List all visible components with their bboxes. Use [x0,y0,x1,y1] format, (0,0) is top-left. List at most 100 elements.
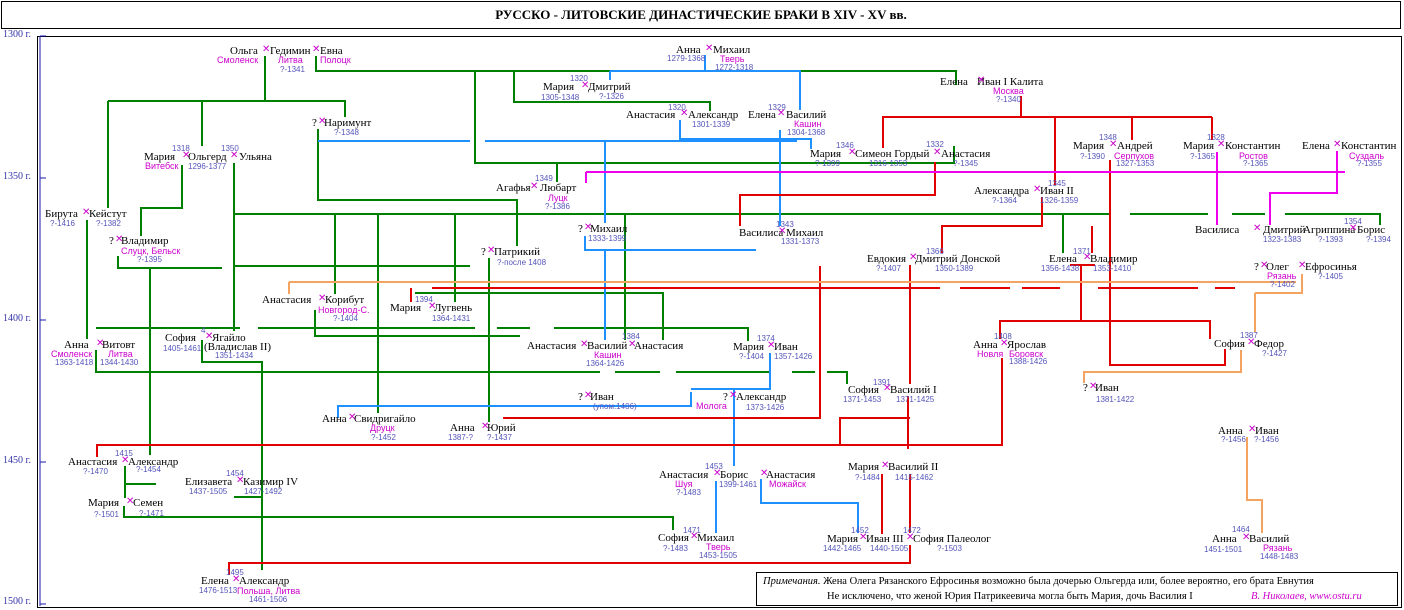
dates-label: ?-1404 [739,352,764,361]
marriage-mark-icon: ✕ [584,222,593,233]
person-name: Анна [973,339,998,351]
dates-label: 1327-1353 [1116,159,1155,168]
place-label: Кашин [794,119,822,129]
person-name: Дмитрий [1263,224,1306,236]
dates-label: 1331-1373 [781,237,820,246]
dates-label: 1304-1368 [787,128,826,137]
dates-label: 1356-1438 [1041,264,1080,273]
person-name: Агафья [496,182,531,194]
dates-label: ?-1390 [1080,152,1105,161]
dates-label: 1437-1505 [189,487,228,496]
person-name: Гедимин [270,45,311,57]
place-label: Тверь [706,542,731,552]
dates-label: 1442-1465 [823,544,862,553]
person-name: ? [109,235,114,247]
person-name: Анна [450,422,475,434]
dates-label: ?-1484 [855,473,880,482]
dates-label: ?-1437 [487,433,512,442]
dates-label: 1495 [226,568,244,577]
dates-label: 1453 [705,462,723,471]
marriage-mark-icon: ✕ [1242,532,1251,543]
person-name: Казимир IV [243,476,299,488]
place-label: Кашин [594,350,622,360]
person-name: Анастасия [626,109,676,121]
marriage-mark-icon: ✕ [1247,337,1256,348]
dates-label: ?-1393 [1318,235,1343,244]
marriage-mark-icon: ✕ [906,532,915,543]
person-name: Олег [1266,261,1289,273]
marriage-mark-icon: ✕ [1333,139,1342,150]
place-label: Луцк [548,193,568,203]
person-name: Василий II [888,461,939,473]
dates-label: 1388-1426 [1009,357,1048,366]
dates-label: ?-1340 [996,95,1021,104]
dates-label: 1363-1418 [55,358,94,367]
dates-label: 1328 [1207,133,1225,142]
suzdal-lines [585,151,1345,225]
place-label: Витебск [145,161,179,171]
marriage-mark-icon: ✕ [767,340,776,351]
dates-label: ?-1365 [1243,159,1268,168]
dates-label: ?-1405 [1318,272,1343,281]
person-name: Константин [1341,140,1397,152]
person-name: Ягайло [212,332,246,344]
dates-label: ?-1483 [663,544,688,553]
dates-label: 1453-1505 [699,551,738,560]
place-label: Серпухов [1114,151,1155,161]
person-name: Мария [848,461,880,473]
marriage-mark-icon: ✕ [530,181,539,192]
dates-label: 1333-1399 [588,234,627,243]
person-name: София [1214,338,1245,350]
place-label: Рязань [1267,271,1297,281]
dates-label: 1272-1318 [715,63,754,72]
place-label: Рязань [1263,543,1293,553]
marriage-mark-icon: ✕ [205,331,214,342]
person-name: Дмитрий Донской [915,253,1001,265]
person-name: Анастасия [634,340,684,352]
person-name: Иван [590,391,614,403]
person-name: Анастасия [262,294,312,306]
person-name: Василий [587,340,628,352]
dates-label: 1387 [1240,331,1258,340]
person-name: Елена [748,109,776,121]
dates-label: ?-1402 [1270,280,1295,289]
person-name: ? [723,391,728,403]
person-name: Владимир [1090,253,1138,265]
dates-label: 1296-1377 [188,162,227,171]
person-name: Мария [543,81,575,93]
marriage-mark-icon: ✕ [1260,260,1269,271]
dates-label: ?-1382 [96,219,121,228]
marriage-mark-icon: ✕ [1217,139,1226,150]
person-name: Елена [1049,253,1077,265]
person-name: Лугвень [434,302,473,314]
person-name: Иван I Калита [977,76,1044,88]
dates-label: 1354 [1344,217,1362,226]
person-name: Ярослав [1007,339,1047,351]
person-name: ? [1083,382,1088,394]
person-name: Анна [322,413,347,425]
marriage-mark-icon: ✕ [628,339,637,350]
marriage-mark-icon: ✕ [182,150,191,161]
person-name: Свидригайло [354,413,416,425]
dates-label: ?-1395 [137,255,162,264]
person-name: ? [481,246,486,258]
person-name: Константин [1225,140,1281,152]
marriage-mark-icon: ✕ [1298,260,1307,271]
dates-label: 1301-1339 [692,120,731,129]
dates-label: 1279-1368 [667,54,706,63]
person-name: Семен [133,497,164,509]
person-name: Анна [676,44,701,56]
dates-label: ?-1503 [937,544,962,553]
marriage-mark-icon: ✕ [126,496,135,507]
marriage-mark-icon: ✕ [977,75,986,86]
dates-label: ?-1386 [545,202,570,211]
place-label: Новгород-С. [318,305,370,315]
dates-label: 1464 [1232,525,1250,534]
marriage-mark-icon: ✕ [778,226,787,237]
marriage-mark-icon: ✕ [1033,184,1042,195]
dates-label: ?-1345 [953,159,978,168]
place-label: Суздаль [1349,151,1385,161]
person-name: ? [578,391,583,403]
person-name: Федор [1254,338,1285,350]
